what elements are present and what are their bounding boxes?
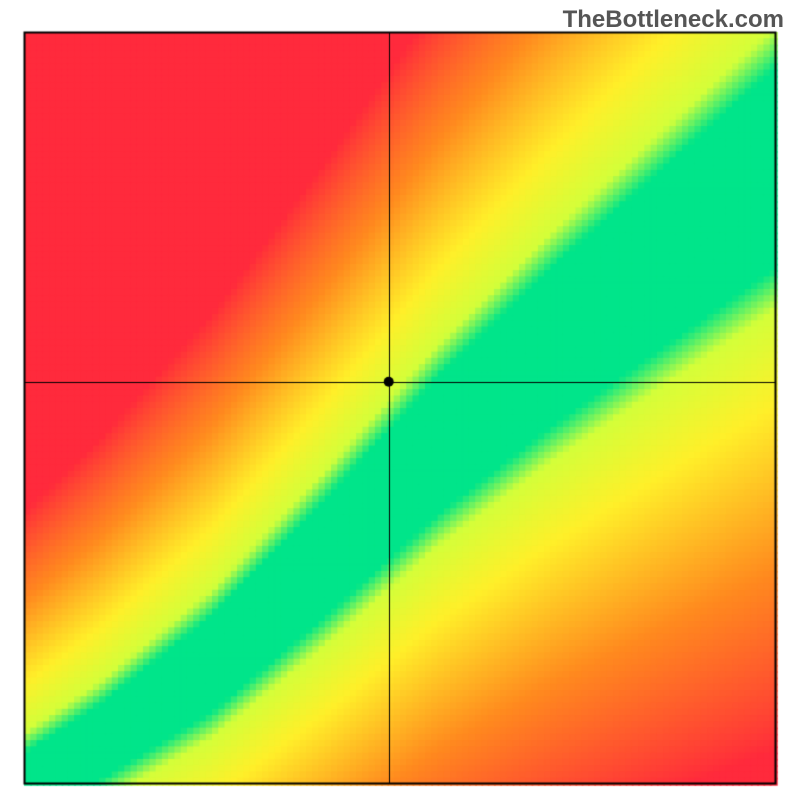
heatmap-canvas bbox=[0, 0, 800, 800]
chart-container: TheBottleneck.com bbox=[0, 0, 800, 800]
watermark-text: TheBottleneck.com bbox=[563, 6, 784, 34]
